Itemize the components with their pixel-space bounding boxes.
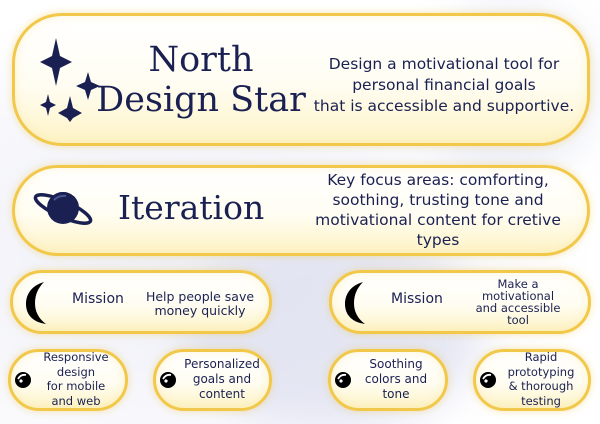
mission-label-right: Mission [391, 291, 443, 307]
feature-1-line4: and web [51, 393, 101, 408]
planet-icon [33, 192, 93, 225]
iteration-card [12, 165, 590, 256]
north-star-desc-line3: that is accessible and supportive. [313, 97, 575, 115]
mission-right-line3: and accessible [475, 301, 561, 315]
feature-3-line1: Soothing [369, 357, 423, 371]
iteration-description: Key focus areas: comforting, soothing, t… [290, 170, 586, 250]
north-star-title-line2: Design Star [96, 80, 306, 120]
comet-icon [335, 372, 351, 388]
feature-3-line3: tone [382, 387, 410, 401]
feature-2-line2: goals and [192, 372, 252, 386]
mission-right-line2: motivational [481, 289, 555, 303]
feature-2-line1: Personalized [184, 357, 260, 371]
mission-left-line2: money quickly [154, 303, 246, 318]
feature-text-1: Responsive design for mobile and web [30, 350, 122, 408]
feature-text-2: Personalized goals and content [176, 357, 268, 402]
comet-icon [160, 372, 176, 388]
mission-text-left: Help people save money quickly [140, 290, 260, 318]
comet-icon [15, 372, 31, 388]
iteration-desc-line2: soothing, trusting tone and [332, 191, 544, 209]
north-star-desc-line2: personal financial goals [352, 76, 536, 94]
comet-icon [480, 372, 496, 388]
feature-1-line2: design [56, 364, 96, 379]
mission-left-line1: Help people save [145, 289, 255, 304]
crescent-moon-icon [26, 282, 46, 324]
feature-text-3: Soothing colors and tone [350, 357, 442, 402]
mission-label-left: Mission [72, 291, 124, 307]
north-star-desc-line1: Design a motivational tool for [328, 55, 560, 73]
feature-4-line1: Rapid [524, 350, 558, 364]
mission-right-line1: Make a [497, 277, 539, 291]
stars-icon [40, 38, 100, 122]
north-star-card [12, 13, 590, 146]
mission-card-left [10, 270, 272, 334]
feature-4-line3: & thorough [508, 379, 574, 393]
feature-1-line1: Responsive [43, 350, 109, 364]
iteration-desc-line3: motivational content for cretive [315, 211, 561, 229]
iteration-title: Iteration [118, 188, 265, 227]
north-star-description: Design a motivational tool for personal … [296, 54, 592, 117]
feature-1-line3: for mobile [46, 379, 106, 393]
north-star-title: North Design Star [96, 40, 306, 120]
iteration-desc-line1: Key focus areas: comforting, [327, 171, 549, 189]
north-star-title-line1: North [148, 40, 254, 80]
feature-4-line2: prototyping [507, 364, 575, 379]
feature-4-line4: testing [521, 393, 561, 408]
feature-2-line3: content [199, 387, 245, 401]
mission-text-right: Make a motivational and accessible tool [466, 278, 570, 326]
iteration-desc-line4: types [416, 231, 460, 249]
feature-text-4: Rapid prototyping & thorough testing [496, 350, 586, 408]
mission-right-line4: tool [507, 313, 529, 327]
mission-card-right [329, 270, 591, 334]
feature-3-line2: colors and [364, 372, 428, 386]
crescent-moon-icon [345, 282, 365, 324]
